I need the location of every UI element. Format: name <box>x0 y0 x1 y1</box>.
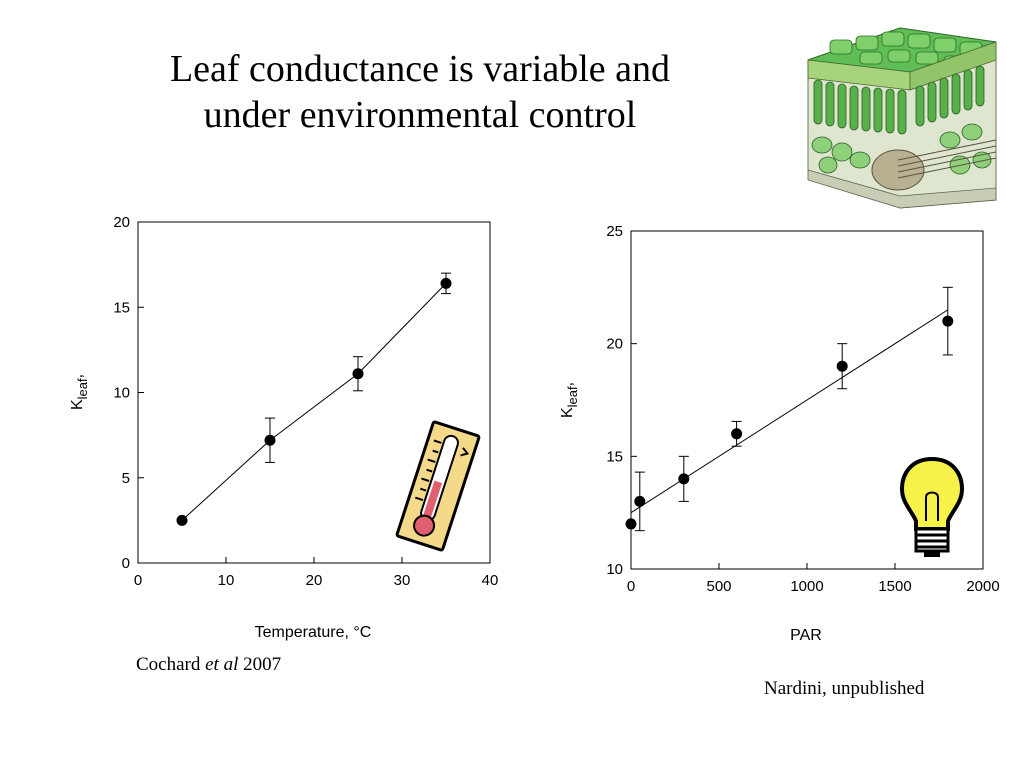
par-plot-area: 0 500 1000 1500 2000 10 15 20 25 <box>606 223 999 595</box>
par-y-axis-label-tail: , <box>559 382 576 386</box>
temperature-data-point <box>264 434 276 446</box>
left-credit-author: Cochard <box>136 654 206 675</box>
par-data-point <box>678 473 690 485</box>
par-y-axis-label-sub: leaf <box>565 386 580 407</box>
temperature-y-tick-label: 5 <box>122 470 130 487</box>
temperature-plot-area: 0 10 20 30 40 0 5 10 15 20 <box>113 214 498 589</box>
par-x-axis-label: PAR <box>790 627 822 644</box>
par-y-tick-label: 25 <box>606 223 623 240</box>
par-y-tick-label: 10 <box>606 561 623 578</box>
temperature-data-point <box>440 277 452 289</box>
par-data-point <box>836 360 848 372</box>
par-data-point <box>731 428 743 440</box>
temperature-x-tick-label: 20 <box>306 572 323 589</box>
par-data-point <box>625 518 637 530</box>
left-credit-year: 2007 <box>238 654 282 675</box>
light-bulb-icon <box>899 456 965 557</box>
temperature-x-tick-label: 10 <box>218 572 235 589</box>
left-credit-etal: et al <box>205 654 239 675</box>
slide-title: Leaf conductance is variable and under e… <box>40 46 800 138</box>
par-y-tick-label: 15 <box>606 448 623 465</box>
temperature-x-tick-label: 30 <box>394 572 411 589</box>
temperature-y-tick-label: 15 <box>113 299 130 316</box>
par-data-point <box>634 495 646 507</box>
thermometer-icon <box>395 420 481 552</box>
par-x-tick-label: 1000 <box>790 578 823 595</box>
par-x-tick-label: 1500 <box>878 578 911 595</box>
slide-title-line-2: under environmental control <box>203 94 637 136</box>
temperature-y-axis-label: Kleaf, <box>69 374 90 410</box>
leaf-cross-section-icon <box>807 27 997 209</box>
temperature-y-axis-label-tail: , <box>69 374 86 378</box>
left-chart-credit: Cochard et al 2007 <box>136 654 281 676</box>
temperature-data-point <box>176 514 188 526</box>
temperature-y-tick-label: 20 <box>113 214 130 231</box>
temperature-y-tick-label: 10 <box>113 385 130 402</box>
temperature-x-tick-label: 40 <box>482 572 499 589</box>
par-y-tick-label: 20 <box>606 336 623 353</box>
right-chart-credit: Nardini, unpublished <box>764 678 925 699</box>
par-x-tick-label: 500 <box>706 578 731 595</box>
temperature-x-tick-label: 0 <box>134 572 142 589</box>
par-x-tick-label: 2000 <box>966 578 999 595</box>
temperature-y-axis-label-sub: leaf <box>75 378 90 399</box>
temperature-y-axis-label-main: K <box>69 399 86 410</box>
par-y-axis-label-main: K <box>559 407 576 418</box>
par-x-tick-label: 0 <box>627 578 635 595</box>
temperature-data-point <box>352 368 364 380</box>
par-data-point <box>942 315 954 327</box>
par-y-axis-label: Kleaf, <box>559 382 580 418</box>
slide-title-line-1: Leaf conductance is variable and <box>169 48 671 90</box>
temperature-series-line <box>181 283 447 521</box>
temperature-y-tick-label: 0 <box>122 555 130 572</box>
temperature-x-axis-label: Temperature, °C <box>255 624 372 641</box>
